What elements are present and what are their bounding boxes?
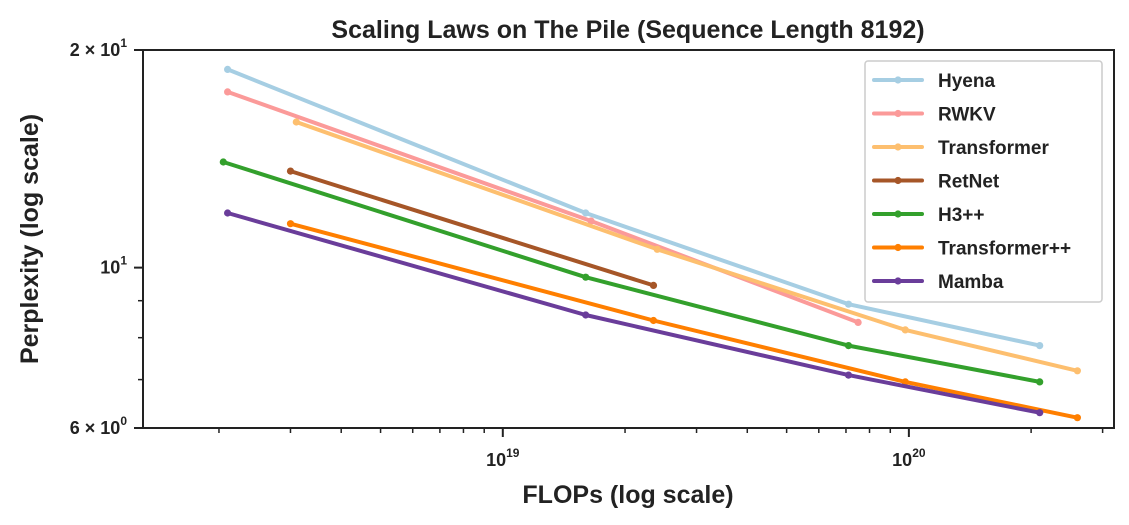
x-tick-label: 1019 (486, 446, 520, 470)
legend-item: RWKV (872, 105, 996, 126)
legend-item: RetNet (872, 172, 1000, 193)
data-point (854, 318, 862, 326)
data-point (1036, 409, 1044, 417)
data-point (1073, 367, 1081, 375)
y-axis-ticks: 2 × 101 101 6 × 100 (70, 36, 143, 438)
data-point (286, 167, 295, 175)
legend-item: Mamba (872, 272, 1004, 293)
legend-marker (894, 143, 902, 151)
series-mamba (224, 209, 1044, 417)
legend-item: H3++ (872, 205, 984, 226)
legend-item: Hyena (872, 71, 995, 92)
data-point (582, 273, 590, 281)
series-hyena (224, 65, 1044, 350)
legend-label: RetNet (938, 172, 1000, 193)
data-point (649, 281, 658, 289)
x-tick-label: 1020 (892, 446, 926, 470)
legend-box (864, 60, 1103, 303)
legend-label: Hyena (938, 71, 995, 92)
data-point (587, 217, 595, 225)
data-point (1036, 378, 1044, 386)
data-point (844, 300, 853, 308)
legend-label: RWKV (938, 105, 996, 126)
x-axis-label: FLOPs (log scale) (522, 481, 733, 509)
data-point (653, 245, 661, 253)
data-point (224, 88, 232, 96)
legend-label: Transformer (938, 138, 1049, 159)
legend-marker (894, 277, 902, 285)
data-point (286, 220, 295, 228)
data-point (582, 209, 590, 217)
series-line (225, 67, 1042, 348)
legend-marker (894, 210, 902, 218)
data-point (292, 118, 300, 126)
data-point (224, 65, 232, 73)
series-transformer (292, 118, 1081, 375)
series-line (288, 221, 1080, 420)
x-axis-ticks: 1019 1020 (218, 428, 1104, 470)
series-transformerpp (286, 220, 1081, 422)
data-point (649, 316, 658, 325)
series-line (288, 169, 656, 288)
data-point (224, 209, 232, 217)
data-point (901, 378, 909, 386)
legend-label: H3++ (938, 205, 984, 226)
legend-marker (894, 109, 902, 118)
series-line (221, 160, 1042, 384)
y-tick-label: 6 × 100 (70, 414, 128, 438)
y-tick-label: 101 (100, 254, 127, 278)
data-point (844, 371, 853, 379)
legend-label: Mamba (938, 272, 1004, 293)
chart-title: Scaling Laws on The Pile (Sequence Lengt… (331, 16, 924, 44)
series-rwkv (224, 88, 862, 326)
legend-marker (894, 176, 902, 185)
data-point (901, 326, 909, 334)
data-point (1073, 414, 1081, 422)
legend-item: Transformer++ (872, 239, 1071, 260)
data-point (1036, 342, 1044, 350)
legend-label: Transformer++ (938, 239, 1071, 260)
data-point (844, 342, 853, 350)
y-tick-label: 2 × 101 (70, 36, 128, 60)
legend: Hyena RWKV Transformer RetNet H3++ Transforme… (864, 60, 1103, 303)
plot-frame (142, 49, 1115, 429)
series-retnet (286, 167, 658, 289)
legend-item: Transformer (872, 138, 1049, 159)
legend-marker (894, 243, 902, 252)
series-line (225, 211, 1042, 415)
series-line (294, 120, 1080, 373)
series-layer (219, 65, 1081, 422)
data-point (582, 311, 590, 319)
y-axis-label: Perplexity (log scale) (16, 114, 44, 364)
data-point (219, 158, 227, 166)
series-h3pp (219, 158, 1044, 386)
legend-marker (894, 76, 902, 84)
